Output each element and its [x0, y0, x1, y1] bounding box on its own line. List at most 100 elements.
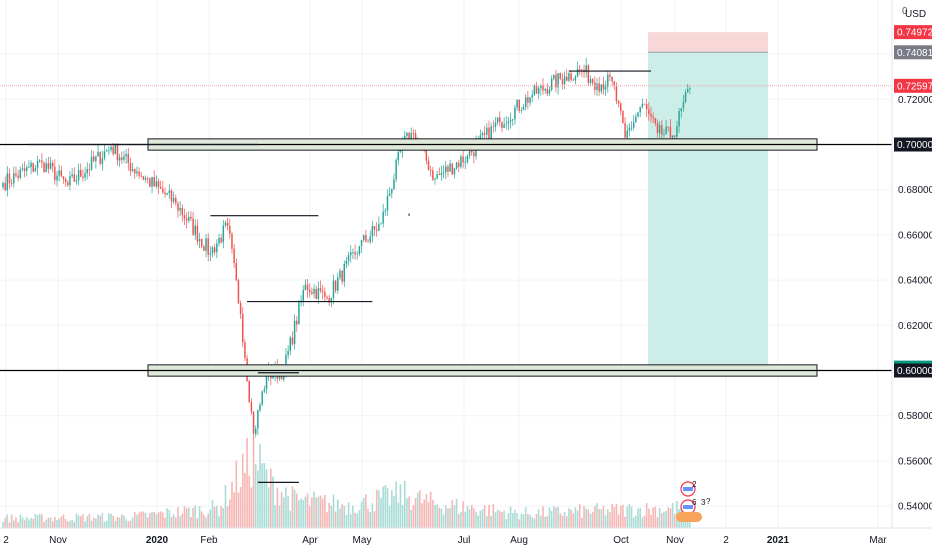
- volume-bar: [565, 516, 568, 528]
- volume-bar: [645, 503, 648, 528]
- volume-bar: [136, 514, 138, 528]
- candle-body: [110, 146, 112, 151]
- volume-bar: [434, 504, 436, 528]
- volume-bar: [628, 504, 631, 528]
- volume-bar: [453, 505, 456, 528]
- stop-loss-zone[interactable]: [648, 32, 768, 53]
- volume-bar: [414, 498, 417, 528]
- candle-body: [190, 216, 192, 219]
- volume-bar: [661, 512, 663, 528]
- candle-body: [499, 117, 501, 122]
- event-markers[interactable]: 2 6 3?: [676, 480, 711, 522]
- candle-body: [496, 117, 499, 123]
- volume-bar: [84, 521, 86, 528]
- price-badge: [894, 137, 932, 152]
- y-tick-label: 0.58000: [898, 411, 932, 422]
- volume-bar: [384, 485, 387, 528]
- volume-bar: [146, 517, 149, 528]
- event-count-label: ?: [706, 497, 711, 506]
- volume-bar: [183, 506, 186, 528]
- candle-body: [10, 183, 13, 184]
- candle-body: [635, 116, 637, 123]
- volume-bar: [574, 507, 577, 528]
- volume-bar: [598, 509, 600, 528]
- candle-body: [108, 150, 110, 151]
- candle-body: [460, 156, 462, 167]
- volume-bar: [503, 510, 505, 528]
- x-tick-label: Oct: [613, 535, 629, 546]
- volume-bar: [267, 487, 270, 528]
- volume-bar: [654, 506, 657, 528]
- volume-bar: [362, 497, 365, 528]
- candle-body: [168, 190, 171, 194]
- volume-bar: [635, 515, 637, 528]
- volume-bar: [311, 497, 313, 528]
- candle-body: [248, 381, 250, 403]
- candle-body: [669, 126, 672, 138]
- volume-bar: [667, 507, 670, 528]
- candle-body: [341, 270, 343, 282]
- volume-bar: [436, 504, 438, 528]
- volume-bar: [103, 521, 106, 528]
- volume-bar: [138, 512, 140, 528]
- volume-bar: [224, 484, 227, 528]
- candle-body: [181, 208, 184, 216]
- volume-bar: [568, 508, 570, 528]
- volume-bar: [15, 517, 17, 528]
- candle-body: [600, 84, 603, 92]
- candle-body: [492, 126, 495, 128]
- volume-bar: [380, 497, 382, 528]
- candle-body: [222, 225, 225, 243]
- candle-body: [6, 173, 9, 191]
- candle-body: [90, 156, 93, 170]
- volume-bar: [257, 470, 259, 528]
- volume-bar: [213, 506, 216, 528]
- candle-body: [179, 208, 181, 211]
- candle-body: [321, 290, 324, 292]
- currency-label[interactable]: USD: [905, 9, 926, 20]
- volume-bar: [218, 516, 220, 528]
- volume-bar: [602, 505, 605, 528]
- volume-bar: [112, 515, 114, 528]
- volume-bar: [587, 509, 590, 528]
- candle-body: [399, 150, 402, 152]
- candle-body: [369, 236, 371, 242]
- volume-bar: [101, 512, 104, 528]
- candle-body: [134, 169, 136, 174]
- volume-bar: [557, 506, 559, 528]
- candle-body: [529, 97, 531, 103]
- volume-bar: [168, 509, 171, 528]
- volume-bar: [175, 517, 177, 528]
- volume-bar: [406, 498, 408, 528]
- candle-body: [285, 354, 287, 371]
- candle-body: [196, 225, 199, 242]
- candle-body: [330, 297, 333, 303]
- event-cluster-badge[interactable]: [676, 512, 702, 522]
- volume-bar: [45, 519, 47, 528]
- volume-bar: [442, 514, 445, 528]
- volume-bar: [460, 511, 462, 528]
- candle-body: [252, 411, 255, 434]
- candle-body: [425, 148, 428, 161]
- candle-body: [164, 192, 166, 195]
- take-profit-zone[interactable]: [648, 52, 768, 368]
- volume-bar: [445, 505, 447, 528]
- volume-bar: [537, 509, 540, 528]
- candle-body: [680, 108, 682, 112]
- volume-bar: [553, 506, 555, 528]
- volume-bar: [494, 512, 497, 528]
- volume-bar: [656, 517, 659, 528]
- candle-body: [116, 143, 119, 161]
- volume-bar: [483, 505, 486, 528]
- volume-bar: [172, 514, 175, 528]
- candle-body: [622, 111, 624, 124]
- candle-body: [520, 110, 523, 111]
- candle-body: [585, 65, 587, 73]
- volume-bar: [648, 508, 650, 528]
- candle-body: [114, 143, 117, 155]
- volume-bar: [4, 517, 6, 528]
- candle-body: [682, 101, 685, 109]
- volume-bar: [280, 492, 283, 528]
- volume-bar: [58, 518, 60, 528]
